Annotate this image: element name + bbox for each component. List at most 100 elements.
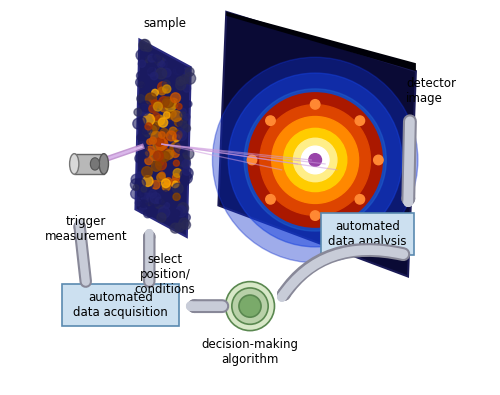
Text: decision-making
algorithm: decision-making algorithm [202, 338, 298, 366]
Circle shape [148, 57, 157, 66]
Circle shape [160, 128, 168, 137]
Circle shape [140, 200, 147, 207]
Circle shape [138, 97, 149, 108]
Circle shape [130, 179, 142, 190]
Circle shape [180, 112, 186, 118]
Circle shape [162, 99, 170, 107]
Circle shape [150, 72, 158, 80]
Circle shape [266, 116, 275, 125]
Circle shape [180, 108, 186, 115]
Circle shape [355, 195, 364, 204]
Circle shape [232, 288, 268, 324]
Circle shape [180, 116, 188, 123]
Circle shape [172, 205, 180, 214]
Circle shape [136, 200, 141, 206]
Circle shape [138, 117, 146, 125]
Circle shape [146, 93, 156, 104]
Circle shape [212, 57, 418, 263]
Circle shape [163, 97, 173, 108]
Circle shape [142, 85, 151, 93]
Circle shape [174, 154, 184, 164]
Ellipse shape [90, 158, 100, 170]
Circle shape [152, 89, 158, 96]
Circle shape [172, 134, 180, 142]
Circle shape [141, 186, 147, 192]
Circle shape [157, 213, 166, 222]
Circle shape [180, 170, 189, 179]
Circle shape [162, 80, 170, 88]
Circle shape [176, 77, 184, 86]
Circle shape [178, 100, 184, 106]
Circle shape [310, 100, 320, 109]
Circle shape [183, 149, 194, 159]
Circle shape [142, 127, 152, 137]
Circle shape [139, 92, 150, 103]
Circle shape [148, 126, 157, 135]
Circle shape [171, 111, 181, 122]
Text: select
position/
conditions: select position/ conditions [134, 253, 196, 296]
Circle shape [144, 210, 152, 218]
Circle shape [170, 110, 176, 117]
Circle shape [174, 210, 180, 216]
Circle shape [180, 171, 191, 182]
Circle shape [182, 167, 193, 179]
Circle shape [139, 82, 144, 87]
Circle shape [172, 149, 179, 158]
Circle shape [150, 137, 156, 144]
Circle shape [173, 169, 182, 177]
Text: trigger
measurement: trigger measurement [45, 215, 128, 243]
Circle shape [158, 82, 168, 92]
Polygon shape [136, 40, 191, 237]
Circle shape [168, 98, 178, 108]
Circle shape [302, 146, 329, 174]
Circle shape [138, 200, 145, 207]
Circle shape [174, 66, 184, 76]
Circle shape [141, 193, 150, 202]
Circle shape [144, 64, 154, 73]
Circle shape [174, 160, 180, 166]
Circle shape [178, 203, 188, 214]
Circle shape [156, 159, 166, 170]
FancyBboxPatch shape [62, 284, 179, 326]
Circle shape [153, 139, 164, 150]
Circle shape [140, 206, 147, 213]
Circle shape [153, 52, 162, 61]
FancyArrowPatch shape [408, 121, 410, 199]
Circle shape [247, 155, 256, 165]
Circle shape [154, 54, 160, 60]
Circle shape [175, 212, 182, 219]
Circle shape [147, 209, 154, 216]
Circle shape [174, 132, 182, 139]
Circle shape [266, 195, 275, 204]
Circle shape [138, 104, 149, 116]
Circle shape [142, 176, 153, 186]
Circle shape [156, 138, 164, 146]
Circle shape [150, 150, 160, 161]
Circle shape [151, 100, 158, 107]
Circle shape [177, 120, 183, 126]
Circle shape [147, 182, 153, 188]
Circle shape [182, 213, 190, 222]
Circle shape [162, 68, 171, 77]
Circle shape [172, 210, 179, 218]
Circle shape [148, 67, 156, 76]
Circle shape [166, 82, 173, 89]
Circle shape [294, 138, 337, 182]
Circle shape [137, 95, 145, 103]
FancyArrowPatch shape [80, 227, 86, 282]
Circle shape [140, 101, 151, 112]
Circle shape [138, 141, 145, 148]
Circle shape [160, 148, 170, 158]
Circle shape [176, 205, 185, 213]
Circle shape [172, 174, 180, 181]
Circle shape [158, 60, 164, 66]
Circle shape [161, 138, 168, 144]
Circle shape [183, 125, 190, 132]
Circle shape [158, 118, 168, 127]
Circle shape [146, 139, 152, 145]
Circle shape [158, 87, 166, 95]
Circle shape [160, 152, 166, 159]
Circle shape [146, 149, 152, 156]
Circle shape [141, 125, 150, 134]
Circle shape [144, 44, 152, 52]
